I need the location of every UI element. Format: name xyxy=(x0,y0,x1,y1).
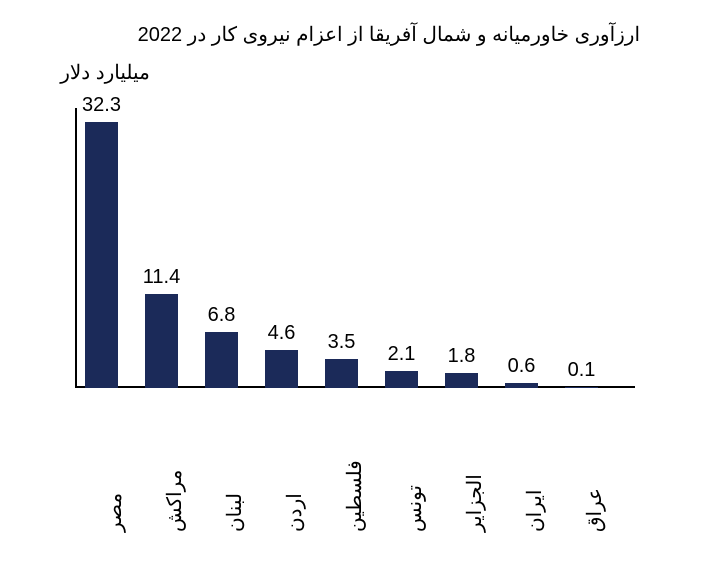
value-label: 3.5 xyxy=(312,331,372,354)
bar xyxy=(85,122,118,388)
bar xyxy=(265,350,298,388)
value-label: 4.6 xyxy=(252,322,312,345)
category-label: فلسطین xyxy=(342,392,367,532)
category-label: ایران xyxy=(522,392,547,532)
bar xyxy=(505,383,538,388)
value-label: 0.6 xyxy=(492,355,552,378)
category-label: عراق xyxy=(582,392,607,532)
y-axis-unit-label: میلیارد دلار xyxy=(45,60,165,85)
category-label: مراکش xyxy=(162,392,187,532)
category-label: اردن xyxy=(282,392,307,532)
value-label: 0.1 xyxy=(552,359,612,382)
chart-title: ارزآوری خاورمیانه و شمال آفریقا از اعزام… xyxy=(0,22,680,47)
value-label: 2.1 xyxy=(372,343,432,366)
remittance-bar-chart: ارزآوری خاورمیانه و شمال آفریقا از اعزام… xyxy=(0,0,701,567)
value-label: 32.3 xyxy=(72,94,132,117)
category-label: الجزایر xyxy=(462,392,487,532)
y-axis-line xyxy=(75,108,77,388)
value-label: 6.8 xyxy=(192,304,252,327)
bar xyxy=(445,373,478,388)
category-label: تونس xyxy=(402,392,427,532)
bar xyxy=(145,294,178,388)
category-label: لبنان xyxy=(222,392,247,532)
value-label: 11.4 xyxy=(132,266,192,289)
bar xyxy=(205,332,238,388)
bar xyxy=(565,387,598,388)
bar xyxy=(385,371,418,388)
value-label: 1.8 xyxy=(432,345,492,368)
category-label: مصر xyxy=(102,392,127,532)
bar xyxy=(325,359,358,388)
